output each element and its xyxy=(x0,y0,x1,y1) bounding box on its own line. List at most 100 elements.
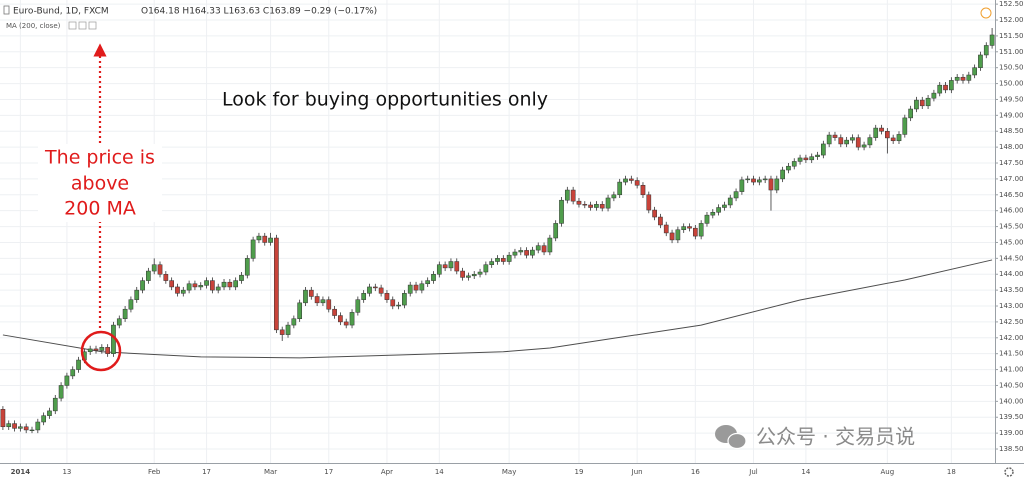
candle-body xyxy=(76,359,81,370)
x-tick-label: 17 xyxy=(324,468,333,476)
candle-body xyxy=(698,223,704,237)
plot xyxy=(0,27,995,434)
x-tick-label: 2014 xyxy=(11,468,31,476)
y-tick-label: 138.50 xyxy=(999,445,1024,453)
candle-body xyxy=(361,293,367,300)
candle-body xyxy=(413,284,419,291)
alert-icon[interactable] xyxy=(980,7,992,19)
annotation-line: The price is xyxy=(44,147,155,169)
candle-body xyxy=(570,189,576,202)
candle-body xyxy=(663,224,669,234)
candle-body xyxy=(419,283,425,291)
y-tick-label: 144.50 xyxy=(999,254,1024,262)
y-tick-label: 150.50 xyxy=(999,64,1024,72)
candle-body xyxy=(204,280,209,286)
candle-body xyxy=(180,289,186,294)
y-tick-label: 149.50 xyxy=(999,95,1024,103)
candle-body xyxy=(681,226,687,231)
candle-body xyxy=(535,245,541,251)
candle-body xyxy=(576,200,582,205)
x-tick-label: May xyxy=(502,468,516,476)
candle-body xyxy=(640,185,646,196)
y-tick-label: 145.50 xyxy=(999,223,1024,231)
x-tick-label: 19 xyxy=(575,468,584,476)
settings-icon[interactable] xyxy=(1004,467,1014,477)
indicator-label[interactable]: MA (200, close) xyxy=(6,22,61,30)
candle-body xyxy=(908,108,913,119)
candle-body xyxy=(41,415,46,423)
symbol-label[interactable]: Euro-Bund, 1D, FXCM xyxy=(13,7,109,17)
candle-body xyxy=(198,285,204,288)
candle-body xyxy=(215,286,221,291)
candle-body xyxy=(175,286,180,294)
indicator-close[interactable] xyxy=(88,21,97,30)
annotation-title: Look for buying opportunities only xyxy=(222,89,548,111)
candle-body xyxy=(797,157,803,162)
candle-body xyxy=(809,156,815,161)
candle-body xyxy=(52,397,58,412)
candle-body xyxy=(29,429,35,432)
y-tick-label: 139.50 xyxy=(999,413,1024,421)
x-tick-label: 18 xyxy=(947,468,956,476)
candle-body xyxy=(722,204,727,208)
candle-body xyxy=(274,237,279,331)
candle-body xyxy=(745,178,751,181)
y-tick-label: 141.50 xyxy=(999,350,1024,358)
candle-body xyxy=(628,178,634,181)
watermark: 公众号 · 交易员说 xyxy=(715,425,915,450)
annotation-line: 200 MA xyxy=(64,198,136,220)
candle-body xyxy=(495,258,500,262)
candle-body xyxy=(151,264,157,272)
watermark-text: 公众号 · 交易员说 xyxy=(756,425,915,449)
candle-body xyxy=(623,178,628,183)
candle-body xyxy=(279,329,285,335)
candle-body xyxy=(524,250,529,256)
candle-body xyxy=(128,299,134,310)
candle-body xyxy=(402,293,407,306)
candle-body xyxy=(332,308,337,316)
candle-body xyxy=(268,237,273,243)
candle-body xyxy=(407,284,413,294)
y-tick-label: 140.50 xyxy=(999,381,1024,389)
candle-body xyxy=(652,209,657,218)
candle-body xyxy=(250,239,256,259)
candle-body xyxy=(291,318,297,326)
candle-body xyxy=(87,348,93,353)
symbol-icon[interactable] xyxy=(3,5,10,15)
y-tick-label: 142.50 xyxy=(999,318,1024,326)
candle-body xyxy=(460,270,465,278)
candle-body xyxy=(855,137,861,148)
candle-body xyxy=(751,178,756,183)
candle-body xyxy=(978,54,983,68)
indicator-settings[interactable] xyxy=(78,21,87,30)
candle-body xyxy=(861,144,867,148)
candle-body xyxy=(70,369,76,377)
candle-body xyxy=(99,347,105,351)
candle-body xyxy=(448,261,454,269)
indicator-eye[interactable] xyxy=(68,21,77,30)
annotation-line: above xyxy=(71,173,129,195)
candle-body xyxy=(780,169,785,180)
candle-body xyxy=(756,179,762,183)
candle-body xyxy=(890,137,896,142)
candle-body xyxy=(384,293,390,300)
candle-body xyxy=(559,199,564,224)
y-tick-label: 141.00 xyxy=(999,366,1024,374)
candle-body xyxy=(850,137,855,141)
candle-body xyxy=(146,270,151,281)
candle-body xyxy=(762,178,768,181)
candle-body xyxy=(949,80,954,91)
candle-body xyxy=(786,165,791,171)
candle-body xyxy=(378,287,384,294)
candle-body xyxy=(954,76,960,81)
y-tick-label: 147.00 xyxy=(999,175,1024,183)
candle-body xyxy=(588,204,593,208)
candle-body xyxy=(669,232,675,241)
candle-body xyxy=(553,223,559,239)
candle-body xyxy=(58,385,64,399)
candle-body xyxy=(483,264,489,273)
candle-body xyxy=(826,134,832,145)
